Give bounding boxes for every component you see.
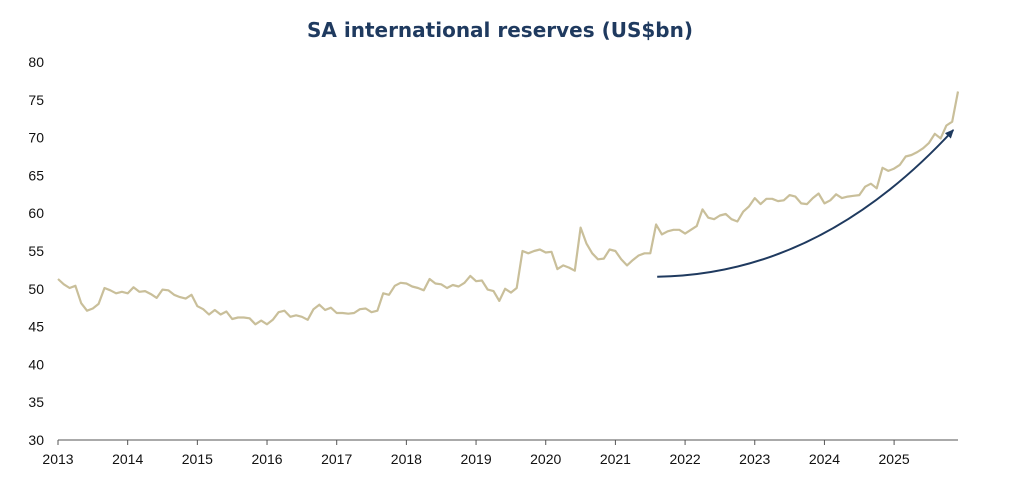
x-tick-label: 2024 xyxy=(809,451,840,467)
x-tick-label: 2020 xyxy=(530,451,561,467)
y-tick-label: 50 xyxy=(28,281,44,297)
y-tick-label: 55 xyxy=(28,243,44,259)
y-tick-label: 75 xyxy=(28,92,44,108)
y-tick-label: 40 xyxy=(28,356,44,372)
y-tick-label: 35 xyxy=(28,394,44,410)
x-tick-label: 2022 xyxy=(670,451,701,467)
x-tick-label: 2023 xyxy=(739,451,770,467)
chart-title: SA international reserves (US$bn) xyxy=(307,18,693,42)
y-tick-label: 70 xyxy=(28,130,44,146)
x-tick-label: 2015 xyxy=(182,451,213,467)
x-tick-label: 2025 xyxy=(879,451,910,467)
x-tick-label: 2016 xyxy=(251,451,282,467)
y-tick-label: 80 xyxy=(28,54,44,70)
x-tick-label: 2021 xyxy=(600,451,631,467)
trend-arrow xyxy=(657,129,955,278)
y-tick-label: 65 xyxy=(28,167,44,183)
x-tick-label: 2013 xyxy=(42,451,73,467)
y-tick-label: 45 xyxy=(28,319,44,335)
x-tick-label: 2019 xyxy=(460,451,491,467)
x-tick-label: 2018 xyxy=(391,451,422,467)
series-line-reserves xyxy=(57,91,960,326)
y-tick-label: 30 xyxy=(28,432,44,448)
x-tick-label: 2014 xyxy=(112,451,143,467)
x-tick-label: 2017 xyxy=(321,451,352,467)
y-tick-label: 60 xyxy=(28,205,44,221)
